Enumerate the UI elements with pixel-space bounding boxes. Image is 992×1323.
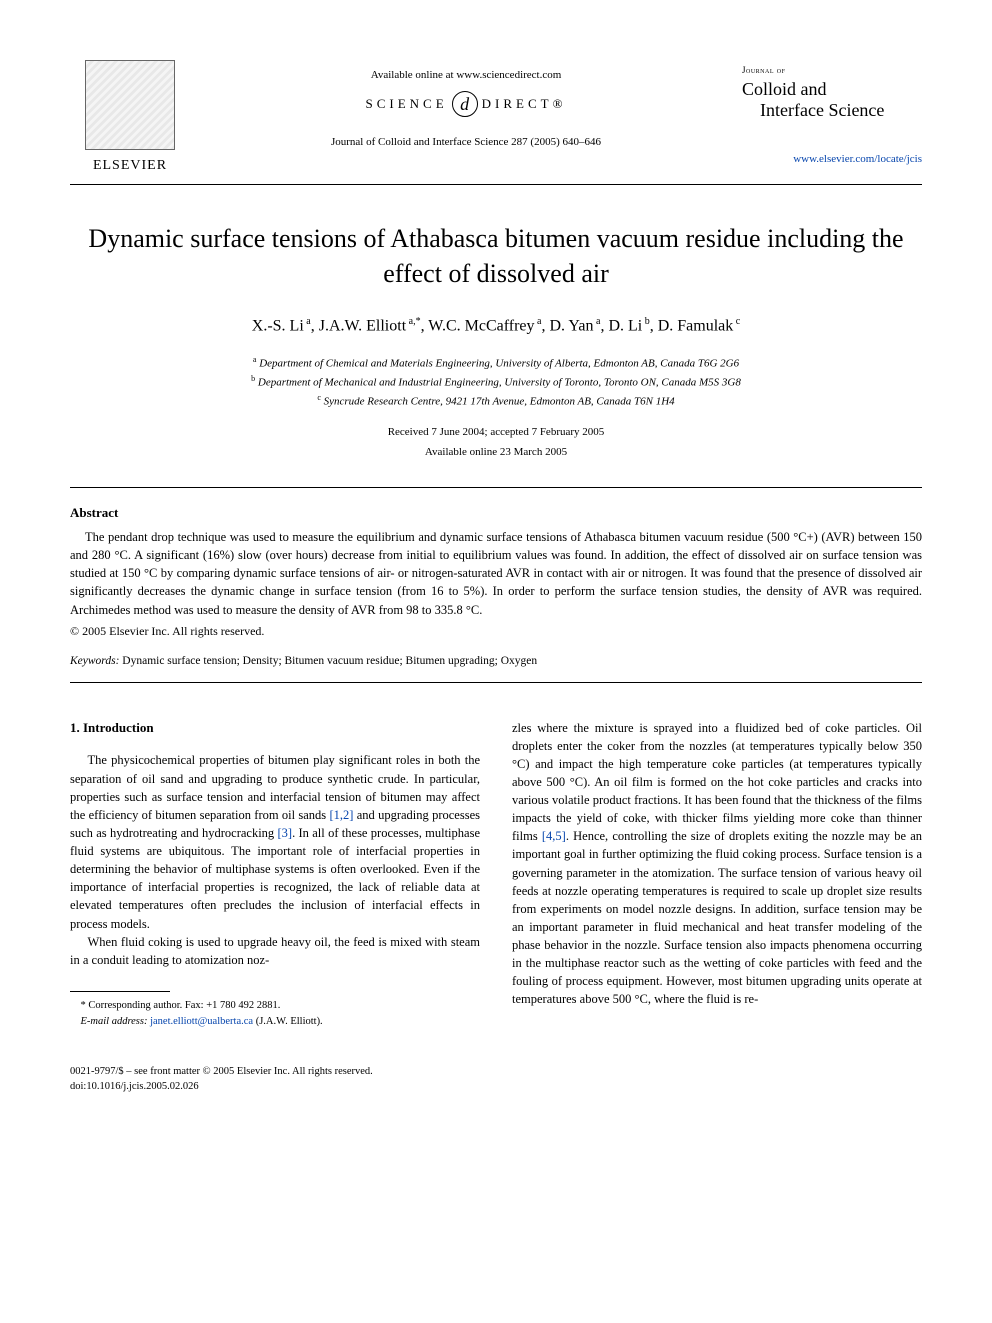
footnote-rule [70,991,170,992]
journal-url-link[interactable]: www.elsevier.com/locate/jcis [742,152,922,167]
journal-name-line1: Colloid and [742,79,827,99]
sciencedirect-logo: SCIENCE d DIRECT® [190,91,742,117]
footer-meta: 0021-9797/$ – see front matter © 2005 El… [70,1065,922,1094]
abstract-heading: Abstract [70,504,922,522]
header-row: ELSEVIER Available online at www.science… [70,60,922,176]
publisher-logo-block: ELSEVIER [70,60,190,176]
journal-of-label: Journal of [742,64,922,77]
available-online-text: Available online at www.sciencedirect.co… [190,68,742,83]
elsevier-tree-icon [85,60,175,150]
affiliation-line: a Department of Chemical and Materials E… [70,354,922,373]
corr-author-line: * Corresponding author. Fax: +1 780 492 … [70,998,480,1014]
corr-email-paren: (J.A.W. Elliott). [256,1016,323,1027]
intro-right-b: . Hence, controlling the size of droplet… [512,829,922,1006]
article-title: Dynamic surface tensions of Athabasca bi… [70,221,922,291]
front-matter-line: 0021-9797/$ – see front matter © 2005 El… [70,1065,922,1080]
email-label: E-mail address: [81,1016,148,1027]
available-online-date: Available online 23 March 2005 [70,443,922,463]
intro-p1-c: . In all of these processes, multiphase … [70,826,480,931]
body-columns: 1. Introduction The physicochemical prop… [70,719,922,1030]
citation-link-3[interactable]: [3] [278,826,293,840]
journal-name: Colloid and Interface Science [742,79,922,122]
journal-name-line2: Interface Science [742,100,884,120]
sd-word-science: SCIENCE [366,95,448,113]
journal-block: Journal of Colloid and Interface Science… [742,60,922,167]
intro-right-a: zles where the mixture is sprayed into a… [512,721,922,844]
authors-line: X.-S. Li a, J.A.W. Elliott a,*, W.C. McC… [70,315,922,338]
right-column: zles where the mixture is sprayed into a… [512,719,922,1030]
article-dates: Received 7 June 2004; accepted 7 Februar… [70,423,922,463]
header-rule [70,184,922,185]
affiliation-line: b Department of Mechanical and Industria… [70,373,922,392]
intro-paragraph-1-cont: zles where the mixture is sprayed into a… [512,719,922,1009]
keywords-label: Keywords: [70,655,119,667]
citation-link-4-5[interactable]: [4,5] [542,829,566,843]
keywords-text: Dynamic surface tension; Density; Bitume… [122,655,537,667]
doi-line: doi:10.1016/j.jcis.2005.02.026 [70,1080,922,1095]
citation-link-1-2[interactable]: [1,2] [329,808,353,822]
publisher-name: ELSEVIER [93,156,167,176]
corresponding-author-footnote: * Corresponding author. Fax: +1 780 492 … [70,998,480,1030]
abstract-top-rule [70,487,922,488]
received-accepted: Received 7 June 2004; accepted 7 Februar… [70,423,922,443]
abstract-body: The pendant drop technique was used to m… [70,528,922,619]
keywords-line: Keywords: Dynamic surface tension; Densi… [70,653,922,669]
sd-word-direct: DIRECT® [482,95,567,113]
intro-paragraph-2: When fluid coking is used to upgrade hea… [70,933,480,969]
abstract-copyright: © 2005 Elsevier Inc. All rights reserved… [70,623,922,640]
center-header: Available online at www.sciencedirect.co… [190,60,742,151]
intro-heading: 1. Introduction [70,719,480,738]
intro-paragraph-1: The physicochemical properties of bitume… [70,751,480,932]
corr-email-link[interactable]: janet.elliott@ualberta.ca [150,1016,253,1027]
left-column: 1. Introduction The physicochemical prop… [70,719,480,1030]
sd-circle-icon: d [452,91,478,117]
affiliations: a Department of Chemical and Materials E… [70,354,922,412]
abstract-text: The pendant drop technique was used to m… [70,528,922,619]
abstract-bottom-rule [70,682,922,683]
citation-line: Journal of Colloid and Interface Science… [190,135,742,150]
corr-email-line: E-mail address: janet.elliott@ualberta.c… [70,1014,480,1030]
affiliation-line: c Syncrude Research Centre, 9421 17th Av… [70,392,922,411]
